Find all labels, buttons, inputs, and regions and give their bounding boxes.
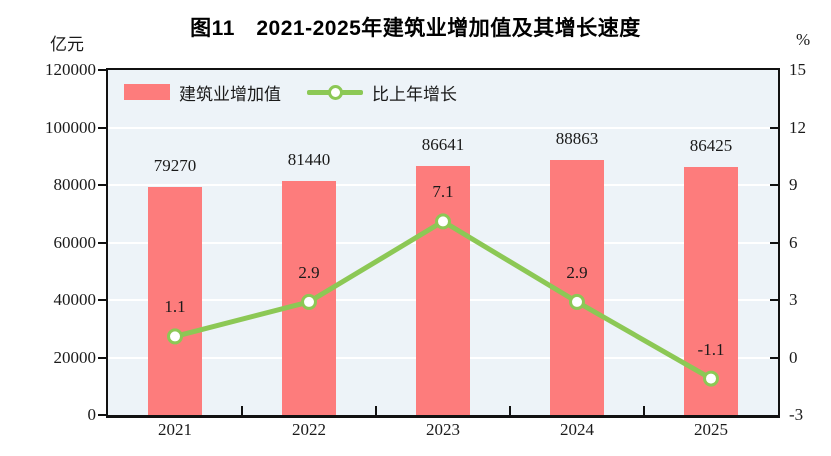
bar-value-label: 86425 [689,135,733,155]
x-axis-label: 2021 [158,420,192,439]
y-axis-label-right: 12 [789,117,806,137]
y-axis-label-left: 80000 [53,175,97,194]
line-series-sample-icon [307,84,363,100]
line-sample-marker-icon [328,85,343,100]
left-axis-tick [98,356,106,359]
growth-value-label: -1.1 [697,339,725,359]
growth-line [172,218,714,382]
left-axis-tick [98,126,106,129]
left-axis-tick [98,241,106,244]
x-axis-label: 2022 [292,420,326,439]
y-axis-label-right: 3 [789,290,798,309]
plot-area: 建筑业增加值 比上年增长 79270 81440 86641 88863 86425 1.… [106,68,780,418]
y-axis-label-right: 9 [789,175,798,194]
right-axis-tick [770,241,778,244]
bar [148,187,202,415]
right-axis-tick [770,356,778,359]
y-axis-label-right: 6 [789,232,798,252]
bottom-axis-tick [241,406,243,415]
y-axis-label-left: 120000 [45,60,96,79]
line-marker [435,213,451,230]
bottom-axis-tick [509,406,511,415]
bar-value-label: 79270 [153,156,197,176]
x-axis-label: 2025 [694,420,728,439]
growth-value-label: 7.1 [432,182,454,202]
x-axis-label: 2023 [426,420,460,439]
growth-value-label: 1.1 [164,297,186,317]
right-axis-tick [770,184,778,186]
bar-series-swatch-icon [124,84,170,100]
bottom-axis-tick [375,406,377,415]
bar-value-label: 86641 [421,134,465,154]
bottom-axis-tick [643,406,645,415]
y-axis-label-right: 15 [789,60,806,79]
y-axis-label-left: 40000 [53,290,97,309]
left-axis-tick [98,184,106,186]
legend-line-label: 比上年增长 [372,84,457,104]
chart-title: 图11 2021-2025年建筑业增加值及其增长速度 [190,17,641,40]
gridline [108,126,778,129]
bar [550,159,604,415]
right-axis-unit-label: % [796,30,811,49]
left-axis-unit-label: 亿元 [50,35,84,54]
x-axis-label: 2024 [560,420,594,439]
y-axis-label-right: 0 [789,347,798,367]
left-axis-tick [98,414,106,416]
y-axis-label-left: 100000 [45,117,96,137]
bar [416,165,470,415]
bar-value-label: 81440 [287,149,331,169]
line-marker [703,370,719,387]
left-axis-tick [98,69,106,71]
line-marker [569,293,585,310]
y-axis-label-left: 0 [87,405,97,424]
line-marker [167,328,183,345]
growth-value-label: 2.9 [566,262,588,282]
legend-bar-label: 建筑业增加值 [179,84,281,104]
right-axis-tick [770,126,778,129]
line-marker [301,293,317,310]
legend: 建筑业增加值 比上年增长 [124,79,457,105]
y-axis-label-left: 20000 [53,347,97,367]
growth-line-svg [167,213,719,387]
right-axis-tick [770,299,778,301]
growth-value-label: 2.9 [298,262,320,282]
left-axis-tick [98,299,106,301]
y-axis-label-right: -3 [789,405,804,424]
bar-value-label: 88863 [555,128,599,148]
y-axis-label-left: 60000 [53,232,97,252]
